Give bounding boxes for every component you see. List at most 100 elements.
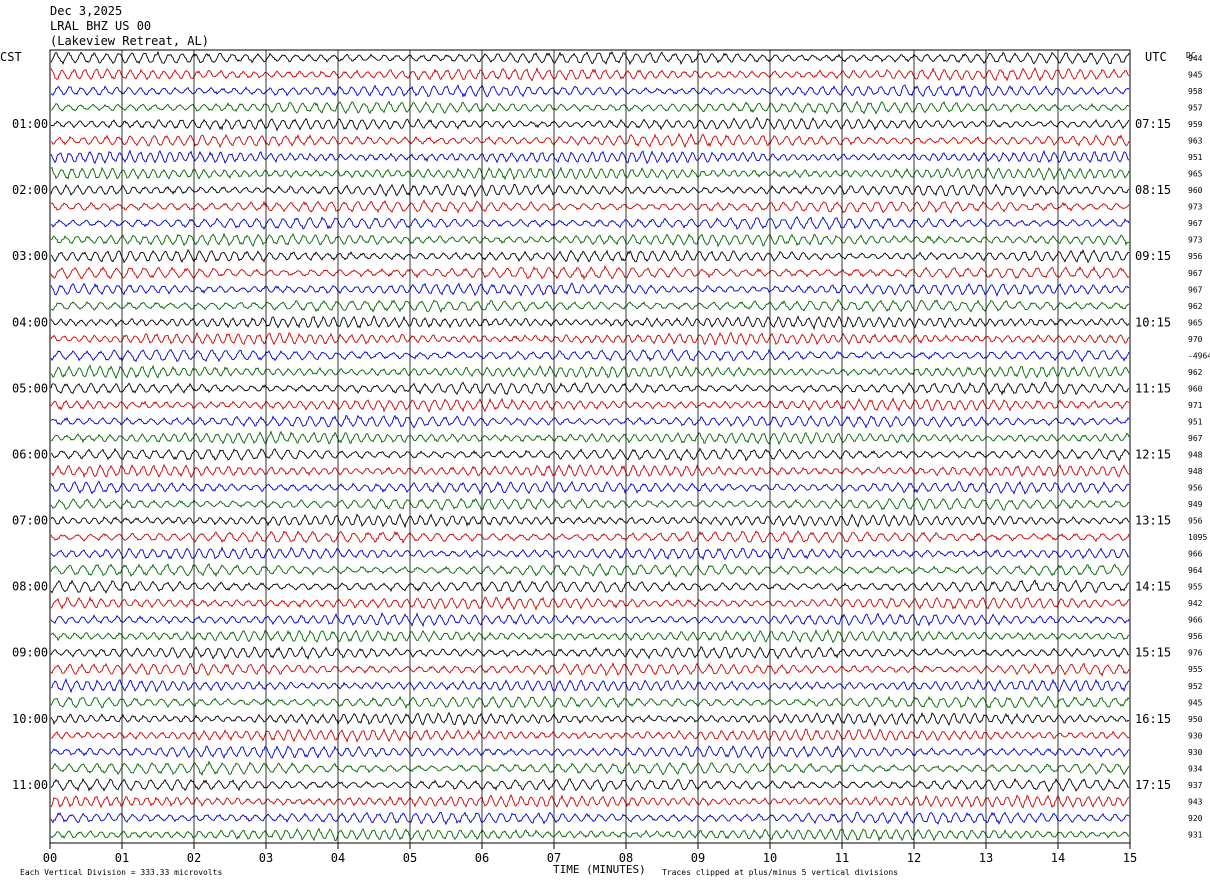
x-tick-label: 06 (475, 851, 489, 865)
trace-line (50, 513, 1130, 529)
right-hour-label: 11:15 (1135, 381, 1171, 395)
dc-value: 1095 (1188, 533, 1207, 542)
dc-value: 959 (1188, 120, 1203, 129)
dc-value: 966 (1188, 550, 1203, 559)
dc-value: 951 (1188, 153, 1203, 162)
trace-line (50, 348, 1130, 363)
trace-line (50, 84, 1130, 98)
trace-line (50, 132, 1130, 149)
dc-value: 973 (1188, 236, 1203, 245)
trace-line (50, 745, 1130, 760)
left-hour-label: 04:00 (12, 315, 48, 329)
right-hour-label: 12:15 (1135, 447, 1171, 461)
dc-value: 920 (1188, 814, 1203, 823)
plot-frame (49, 49, 1131, 844)
trace-line (50, 264, 1130, 281)
trace-line (50, 728, 1130, 744)
dc-value: 967 (1188, 285, 1203, 294)
trace-line (50, 331, 1130, 346)
trace-line (50, 530, 1130, 545)
right-hour-label: 17:15 (1135, 778, 1171, 792)
x-tick-label: 04 (331, 851, 345, 865)
x-tick-label: 05 (403, 851, 417, 865)
dc-value: 955 (1188, 583, 1203, 592)
trace-line (50, 215, 1130, 230)
dc-value: 963 (1188, 137, 1203, 146)
left-hour-label: 10:00 (12, 712, 48, 726)
dc-value: 971 (1188, 401, 1203, 410)
dc-value: 934 (1188, 764, 1203, 773)
x-tick-label: 15 (1123, 851, 1137, 865)
dc-value: 950 (1188, 715, 1203, 724)
trace-line (50, 66, 1130, 82)
x-tick-label: 02 (187, 851, 201, 865)
header: Dec 3,2025 LRAL BHZ US 00 (Lakeview Retr… (50, 4, 209, 49)
trace-line (50, 827, 1130, 843)
dc-value: 956 (1188, 632, 1203, 641)
trace-line (51, 760, 1130, 777)
right-hour-label: 14:15 (1135, 580, 1171, 594)
location-label: (Lakeview Retreat, AL) (50, 34, 209, 48)
trace-line (50, 149, 1130, 165)
trace-line (50, 628, 1130, 644)
right-hour-label: 15:15 (1135, 646, 1171, 660)
trace-line (50, 777, 1130, 793)
dc-value: 973 (1188, 203, 1203, 212)
left-zone-label: CST (0, 50, 22, 64)
dc-value: 948 (1188, 450, 1203, 459)
trace-line (50, 563, 1130, 578)
trace-line (50, 116, 1130, 132)
x-tick-label: 08 (619, 851, 633, 865)
trace-line (50, 315, 1130, 331)
dc-value: 967 (1188, 434, 1203, 443)
trace-line (50, 364, 1130, 380)
dc-value: 960 (1188, 384, 1203, 393)
dc-value: 931 (1188, 830, 1203, 839)
trace-line (50, 810, 1130, 826)
trace-line (50, 612, 1130, 628)
dc-value: 964 (1188, 566, 1203, 575)
x-tick-label: 01 (115, 851, 129, 865)
dc-value: 930 (1188, 731, 1203, 740)
dc-value: 951 (1188, 417, 1203, 426)
dc-value: 956 (1188, 252, 1203, 261)
trace-line (50, 661, 1130, 677)
trace-line (50, 100, 1130, 115)
dc-value: 965 (1188, 170, 1203, 179)
dc-value: 965 (1188, 318, 1203, 327)
x-tick-label: 10 (763, 851, 777, 865)
x-tick-label: 00 (43, 851, 57, 865)
right-hour-label: 10:15 (1135, 315, 1171, 329)
dc-value: 948 (1188, 467, 1203, 476)
trace-line (50, 429, 1130, 446)
dc-value: 955 (1188, 665, 1203, 674)
dc-value: 962 (1188, 302, 1203, 311)
trace-line (50, 695, 1130, 710)
trace-line (50, 579, 1130, 594)
clip-note: Traces clipped at plus/minus 5 vertical … (662, 868, 898, 877)
trace-line (50, 497, 1130, 511)
x-tick-label: 07 (547, 851, 561, 865)
trace-line (50, 50, 1130, 66)
dc-value: 966 (1188, 616, 1203, 625)
left-hour-label: 01:00 (12, 117, 48, 131)
left-hour-label: 07:00 (12, 514, 48, 528)
right-zone-label: UTC (1145, 50, 1167, 64)
trace-line (50, 381, 1130, 396)
left-hour-label: 03:00 (12, 249, 48, 263)
right-hour-label: 13:15 (1135, 514, 1171, 528)
left-hour-label: 08:00 (12, 580, 48, 594)
dc-value: 960 (1188, 186, 1203, 195)
dc-value: 944 (1188, 54, 1203, 63)
right-hour-label: 07:15 (1135, 117, 1171, 131)
trace-line (50, 232, 1130, 248)
dc-value: 967 (1188, 269, 1203, 278)
x-tick-label: 12 (907, 851, 921, 865)
left-hour-label: 02:00 (12, 183, 48, 197)
trace-line (50, 166, 1130, 181)
grid-group (49, 49, 1131, 849)
trace-group (50, 50, 1130, 843)
trace-line (50, 546, 1130, 561)
dc-value: 943 (1188, 797, 1203, 806)
